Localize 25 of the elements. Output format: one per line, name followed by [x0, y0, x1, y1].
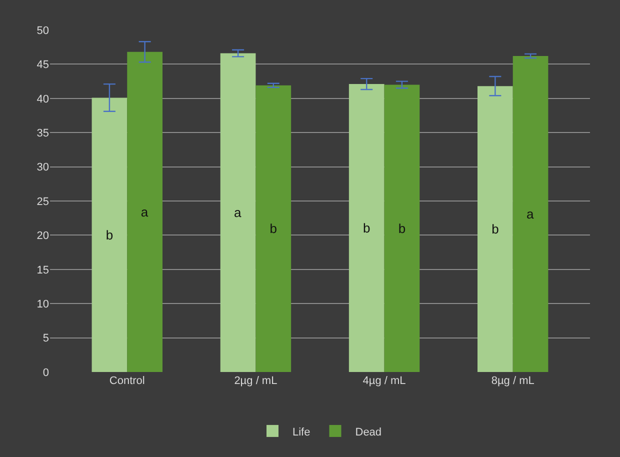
- y-tick-label: 35: [36, 127, 49, 140]
- x-tick-label: 4µg / mL: [362, 375, 406, 387]
- legend-label: Life: [292, 426, 310, 438]
- y-tick-label: 40: [36, 93, 49, 106]
- data-label: b: [362, 220, 370, 236]
- data-label: b: [492, 222, 499, 237]
- data-label: b: [398, 220, 406, 236]
- data-label: a: [234, 205, 242, 220]
- data-label: a: [140, 204, 149, 220]
- y-tick-label: 0: [42, 366, 49, 379]
- y-tick-label: 50: [36, 24, 49, 37]
- legend-label: Dead: [355, 426, 382, 438]
- data-label: b: [106, 227, 114, 242]
- y-tick-label: 5: [42, 332, 49, 345]
- data-label: b: [270, 221, 278, 236]
- x-tick-label: 8µg / mL: [491, 375, 534, 387]
- x-tick-label: 2µg / mL: [234, 375, 278, 387]
- y-tick-label: 25: [36, 196, 49, 208]
- y-tick-label: 45: [36, 59, 49, 72]
- y-tick-label: 20: [36, 230, 49, 242]
- y-tick-label: 30: [36, 162, 49, 174]
- y-tick-label: 15: [36, 264, 49, 276]
- x-tick-label: Control: [109, 375, 145, 387]
- y-tick-label: 10: [36, 298, 49, 310]
- data-label: a: [526, 206, 535, 222]
